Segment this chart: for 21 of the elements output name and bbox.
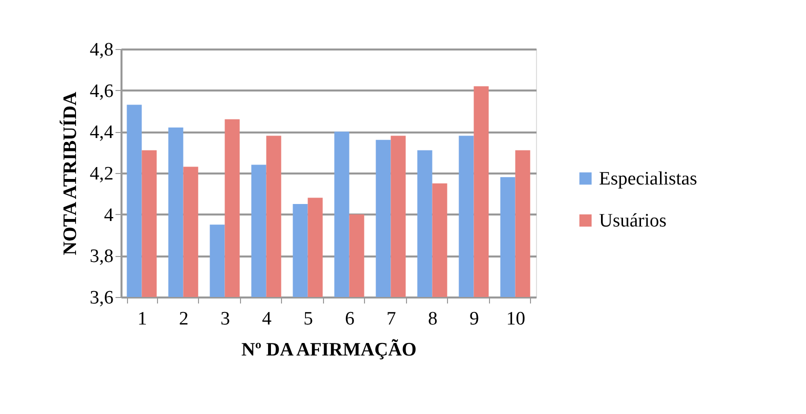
- x-tick-label: 2: [179, 308, 188, 330]
- x-tick-label: 6: [345, 308, 354, 330]
- y-tick-label: 3,8: [90, 246, 114, 268]
- y-tick-label: 4,6: [90, 80, 114, 102]
- x-tick-label: 4: [262, 308, 272, 330]
- y-tick-label: 4,8: [90, 40, 114, 60]
- x-tick-label: 8: [428, 308, 438, 330]
- y-tick-label: 4: [104, 204, 114, 226]
- x-tick-label: 10: [506, 308, 526, 330]
- x-tick-label: 5: [304, 308, 313, 330]
- x-tick-label: 1: [138, 308, 147, 330]
- x-tick-label: 3: [220, 308, 230, 330]
- x-tick-label: 9: [470, 308, 479, 330]
- x-axis-title: Nº DA AFIRMAÇÃO: [241, 338, 417, 360]
- x-tick-label: 7: [386, 308, 396, 330]
- y-tick-label: 4,2: [90, 164, 114, 184]
- legend-label: Especialistas: [599, 168, 698, 190]
- legend-label: Usuários: [599, 210, 667, 232]
- y-axis-title: NOTA ATRIBUÍDA: [58, 91, 81, 256]
- y-tick-label: 4,4: [90, 122, 114, 144]
- y-tick-label: 3,6: [90, 288, 114, 308]
